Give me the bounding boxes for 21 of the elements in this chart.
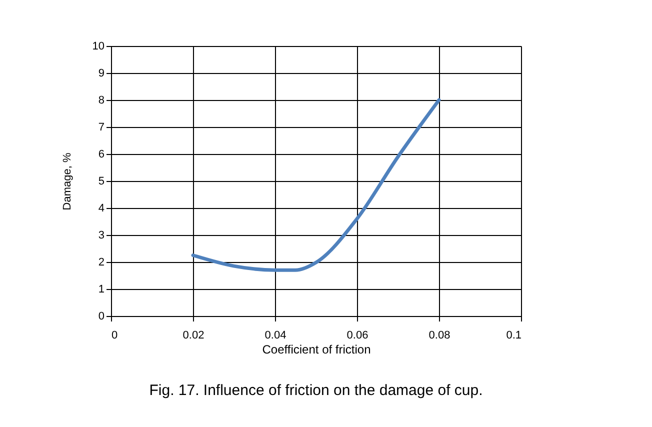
- x-axis-title: Coefficient of friction: [262, 342, 371, 356]
- x-tick-label: 0.04: [264, 330, 286, 342]
- y-tick-label: 1: [98, 284, 104, 296]
- y-tick-label: 9: [98, 68, 104, 80]
- y-tick-label: 8: [98, 94, 104, 106]
- y-tick-label: 2: [98, 256, 104, 268]
- y-tick-label: 4: [98, 202, 104, 214]
- y-tick-label: 7: [98, 122, 104, 134]
- x-tick-label: 0.1: [506, 330, 522, 342]
- y-tick-label: 0: [98, 310, 104, 322]
- y-tick-label: 6: [98, 148, 104, 160]
- y-tick-label: 5: [98, 176, 104, 188]
- x-tick-label: 0.06: [346, 330, 368, 342]
- text: Fig. 17. Influence of friction on the damage of cup.: [149, 382, 483, 399]
- x-tick-label: 0: [112, 330, 118, 342]
- y-tick-label: 10: [92, 40, 104, 52]
- x-tick-label: 0.08: [428, 330, 450, 342]
- y-tick-label: 3: [98, 230, 104, 242]
- x-tick-label: 0.02: [182, 330, 204, 342]
- y-axis-title: Damage, %: [61, 152, 74, 210]
- line-series: [191, 98, 441, 272]
